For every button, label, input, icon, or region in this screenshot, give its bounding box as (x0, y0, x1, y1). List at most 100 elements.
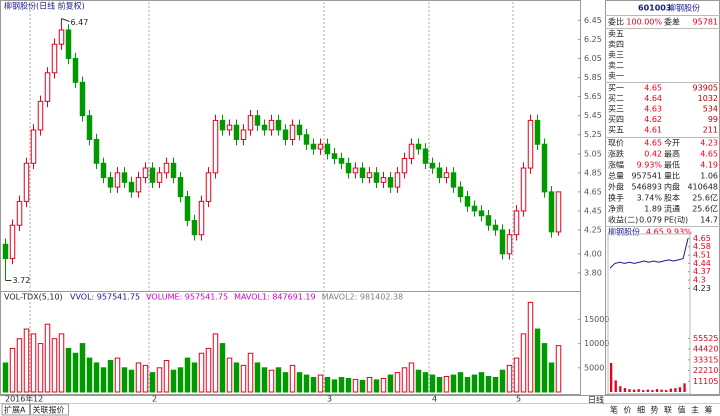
bid-volume: 1032 (698, 94, 718, 103)
field-value: 4.65 (644, 139, 662, 148)
candle-body (471, 205, 478, 212)
volume-bar (513, 357, 520, 393)
y-tick-label: 4.44 (693, 259, 711, 268)
field-value: 957541 (631, 172, 662, 181)
tab[interactable]: 关联报价 (32, 405, 64, 415)
field-label: 流通 (664, 204, 680, 214)
field-value: 14.7 (700, 216, 718, 225)
y-tick-label: 4.85 (584, 168, 602, 177)
candle-body (429, 162, 436, 169)
volume-bar (408, 362, 415, 393)
field-label: 最低 (664, 160, 680, 170)
annotation: 6.47 (71, 18, 89, 27)
field-value: 4.19 (700, 161, 718, 170)
volume-bar (198, 352, 205, 393)
y-tick-label: 10000 (584, 339, 609, 348)
y-tick-label: 22210 (693, 366, 718, 375)
volume-bar (149, 372, 156, 393)
field-value: 0.42 (644, 150, 662, 159)
panel-tab[interactable]: 细 (637, 405, 645, 415)
volume-bar (485, 376, 492, 393)
panel-tab[interactable]: 主 (691, 405, 699, 415)
volume-bar (128, 369, 135, 393)
candle-body (324, 143, 331, 155)
annotation: 3.72 (13, 276, 31, 285)
mini-volume-bar (683, 383, 686, 392)
candle-body (401, 158, 408, 174)
volume-bar (359, 379, 366, 393)
y-tick-label: 6.05 (584, 54, 602, 63)
candle-body (191, 219, 198, 236)
y-tick-label: 4.65 (693, 234, 711, 243)
candle-body (359, 167, 366, 179)
volume-bar (226, 357, 233, 393)
intraday-line (609, 238, 689, 269)
candle-body (303, 134, 310, 145)
panel-tab[interactable]: 势 (651, 405, 659, 415)
candle-body (100, 162, 107, 179)
volume-bar (177, 367, 184, 393)
y-tick-label: 4.58 (693, 242, 711, 251)
x-tick-label: 5 (516, 395, 521, 404)
candle-body (205, 172, 212, 202)
volume-bar (415, 369, 422, 393)
candle-body (520, 167, 527, 212)
candle-body (142, 167, 149, 179)
field-label: 净资 (608, 204, 624, 214)
volume-bar (268, 369, 275, 393)
tab[interactable]: 扩展A (4, 405, 26, 415)
volume-bar (373, 379, 380, 393)
field-label: 涨幅 (608, 160, 624, 170)
mini-volume-bar (646, 389, 649, 392)
volume-bar (464, 376, 471, 393)
field-label: 内盘 (664, 182, 680, 192)
candle-body (156, 172, 163, 183)
field-value: 4.23 (700, 139, 718, 148)
y-tick-label: 4.00 (584, 249, 602, 258)
candle-body (450, 172, 457, 188)
mini-volume-bar (655, 389, 659, 392)
candle-body (240, 129, 247, 140)
volume-bar (9, 347, 16, 393)
candle-body (93, 138, 100, 164)
panel-tab[interactable]: 筹 (705, 405, 713, 415)
candle-body (443, 172, 450, 179)
field-label: 最高 (664, 149, 680, 159)
volume-bar (86, 357, 93, 393)
mini-title: 柳钢股份 (608, 227, 640, 237)
candle-body (37, 100, 44, 131)
candle-body (72, 57, 79, 83)
bid-label: 买三 (608, 105, 624, 114)
panel-tab[interactable]: 联 (664, 406, 672, 415)
volume-bar (247, 352, 254, 393)
mini-volume-bar (660, 389, 663, 392)
candle-body (485, 215, 492, 226)
y-tick-label: 3.80 (584, 268, 602, 277)
volume-bar (114, 357, 121, 393)
y-tick-label: 11105 (693, 377, 718, 386)
field-label: 收益(二) (608, 215, 638, 225)
candle-body (212, 119, 219, 174)
candle-body (2, 243, 9, 260)
panel-tab[interactable]: 笔 (610, 405, 618, 415)
period-label[interactable]: 日线 (588, 395, 604, 405)
volume-bar (527, 301, 534, 393)
candle-body (310, 143, 317, 150)
legend-entry: MAVOL2: 981402.38 (322, 293, 404, 302)
volume-bar (548, 362, 555, 393)
volume-bar (184, 357, 191, 393)
mini-volume-bar (610, 363, 613, 392)
field-label: 换手 (608, 193, 624, 203)
candle-body (436, 167, 443, 179)
mini-volume-bar (678, 387, 682, 392)
volume-bar (520, 333, 527, 393)
volume-bar (471, 374, 478, 393)
panel-tab[interactable]: 值 (678, 405, 686, 415)
candle-body (275, 119, 282, 131)
panel-tab[interactable]: 价 (624, 406, 632, 415)
candle-body (422, 148, 429, 164)
volume-bar (387, 374, 394, 393)
bid-label: 买一 (608, 84, 624, 93)
y-tick-label: 5.65 (584, 92, 602, 101)
y-tick-label: 15000 (584, 315, 609, 324)
